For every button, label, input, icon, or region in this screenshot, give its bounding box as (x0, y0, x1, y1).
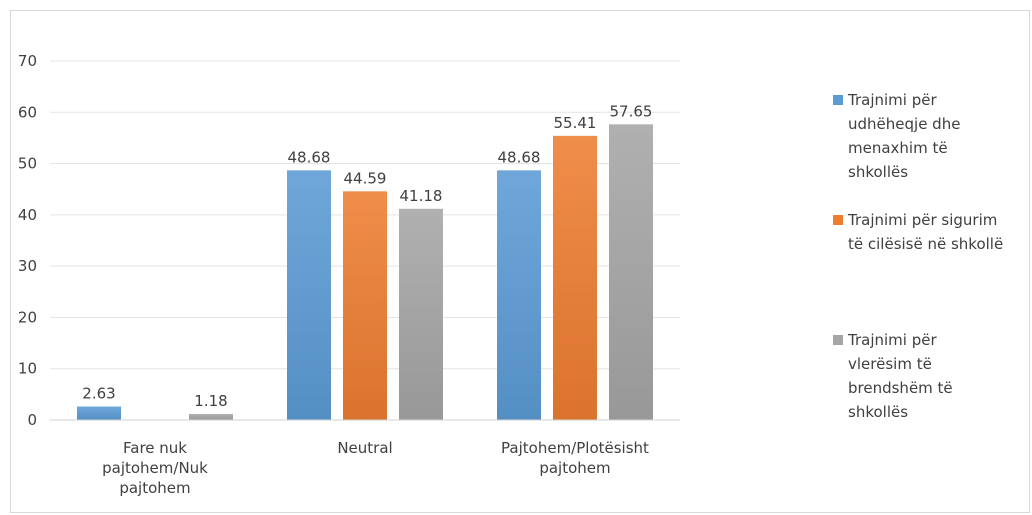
y-tick-label: 20 (18, 308, 37, 326)
legend-label: Trajnimi për (847, 91, 937, 109)
legend-label: shkollës (848, 163, 908, 181)
bar (189, 413, 233, 420)
bar (553, 135, 597, 420)
legend-label: Trajnimi për (847, 331, 937, 349)
legend: Trajnimi për udhëheqje dhe menaxhim të shko… (833, 91, 1003, 421)
bar (399, 208, 443, 420)
x-category-label: pajtohem (119, 479, 190, 497)
data-label: 44.59 (344, 169, 387, 187)
legend-label: menaxhim të (848, 139, 948, 157)
bars (77, 124, 653, 420)
data-label: 57.65 (610, 102, 653, 120)
bar (343, 191, 387, 420)
legend-label: shkollës (848, 403, 908, 421)
y-tick-label: 30 (18, 257, 37, 275)
y-tick-label: 60 (18, 103, 37, 121)
legend-label: udhëheqje dhe (848, 115, 960, 133)
legend-label: vlerësim të (848, 355, 932, 373)
y-tick-label: 10 (18, 360, 37, 378)
x-category-label: Neutral (337, 439, 392, 457)
legend-label: brendshëm të (848, 379, 953, 397)
y-tick-label: 70 (18, 52, 37, 70)
data-label: 41.18 (400, 187, 443, 205)
x-category-label: pajtohem/Nuk (102, 459, 208, 477)
legend-label: të cilësisë në shkollë (848, 235, 1003, 253)
bar (609, 124, 653, 420)
legend-swatch (833, 95, 843, 105)
data-label: 2.63 (82, 385, 115, 403)
y-tick-label: 40 (18, 206, 37, 224)
bar (287, 170, 331, 420)
y-tick-label: 0 (27, 411, 37, 429)
data-label: 55.41 (554, 114, 597, 132)
y-tick-label: 50 (18, 155, 37, 173)
legend-swatch (833, 335, 843, 345)
data-label: 48.68 (498, 148, 541, 166)
data-labels: 2.63 48.68 48.68 44.59 55.41 1.18 41.18 57.65 (82, 102, 652, 410)
legend-swatch (833, 215, 843, 225)
bar (497, 170, 541, 420)
data-label: 1.18 (194, 392, 227, 410)
x-axis: Fare nuk pajtohem/Nuk pajtohem Neutral Pajto… (50, 419, 680, 497)
x-category-label: Pajtohem/Plotësisht (501, 439, 649, 457)
chart-frame (10, 10, 1030, 513)
x-category-label: Fare nuk (123, 439, 187, 457)
y-axis-ticks: 0 10 20 30 40 50 60 70 (18, 52, 37, 429)
x-category-label: pajtohem (539, 459, 610, 477)
bar (77, 406, 121, 420)
data-label: 48.68 (288, 148, 331, 166)
legend-label: Trajnimi për sigurim (847, 211, 997, 229)
